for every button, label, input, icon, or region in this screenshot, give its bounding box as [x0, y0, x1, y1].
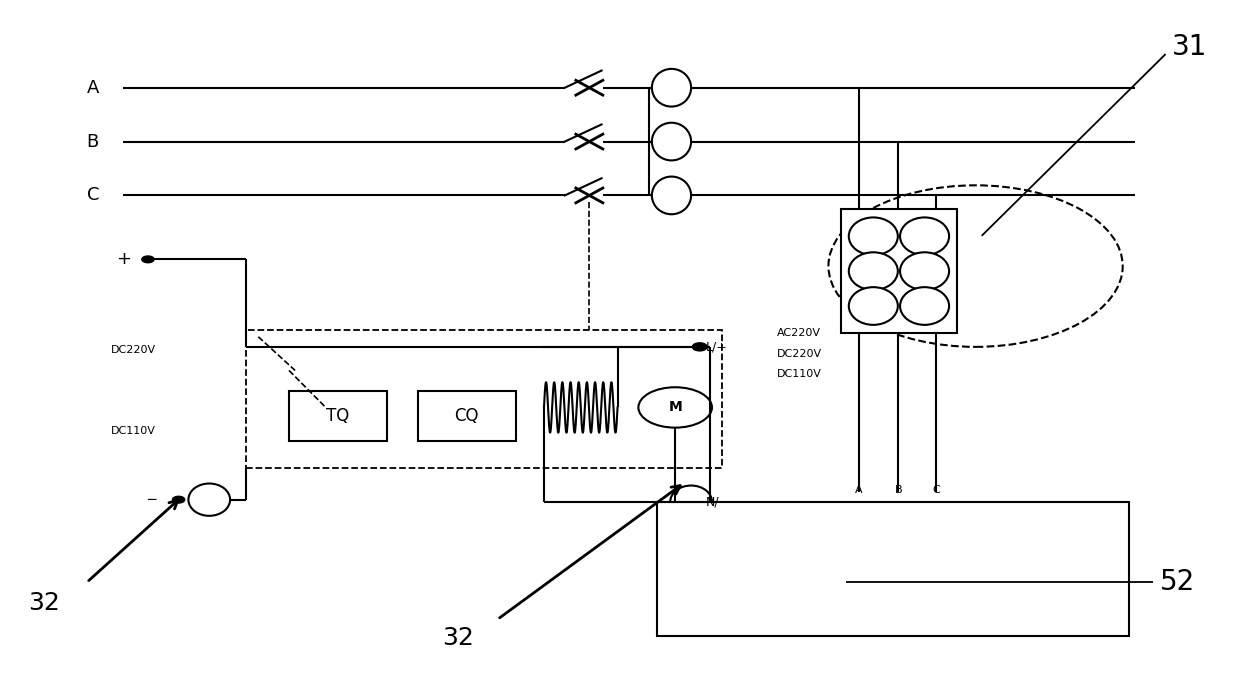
Text: 32: 32: [443, 626, 474, 650]
Ellipse shape: [188, 484, 231, 516]
Text: B: B: [894, 485, 903, 495]
Text: DC110V: DC110V: [777, 369, 822, 379]
Ellipse shape: [900, 287, 949, 325]
Circle shape: [639, 387, 712, 427]
Ellipse shape: [849, 287, 898, 325]
Text: ─: ─: [148, 493, 156, 506]
Bar: [841, 209, 957, 333]
Ellipse shape: [671, 486, 712, 518]
Text: M: M: [668, 401, 682, 414]
Ellipse shape: [849, 217, 898, 255]
Text: DC220V: DC220V: [777, 348, 822, 359]
Ellipse shape: [652, 123, 691, 160]
Text: 31: 31: [1172, 34, 1207, 61]
Circle shape: [828, 185, 1122, 347]
Text: DC220V: DC220V: [112, 346, 156, 355]
Text: C: C: [932, 485, 940, 495]
Text: L/+: L/+: [706, 340, 728, 353]
Circle shape: [692, 343, 707, 351]
Text: AC220V: AC220V: [777, 328, 821, 339]
Text: +: +: [115, 250, 131, 269]
Ellipse shape: [652, 69, 691, 106]
Text: TQ: TQ: [326, 407, 350, 425]
Text: A: A: [87, 79, 99, 97]
Bar: [418, 391, 516, 441]
Circle shape: [172, 496, 185, 503]
Text: DC110V: DC110V: [112, 426, 156, 436]
Ellipse shape: [652, 177, 691, 214]
Text: 32: 32: [27, 591, 60, 615]
Bar: [246, 330, 722, 468]
Text: C: C: [87, 186, 99, 205]
Circle shape: [692, 497, 707, 506]
Text: 52: 52: [1159, 568, 1194, 596]
Bar: [289, 391, 387, 441]
Circle shape: [141, 256, 154, 262]
Ellipse shape: [900, 217, 949, 255]
Text: B: B: [87, 133, 99, 150]
Bar: [657, 502, 1128, 636]
Ellipse shape: [849, 252, 898, 290]
Text: A: A: [856, 485, 863, 495]
Ellipse shape: [900, 252, 949, 290]
Text: N/-: N/-: [706, 495, 724, 508]
Text: CQ: CQ: [455, 407, 479, 425]
